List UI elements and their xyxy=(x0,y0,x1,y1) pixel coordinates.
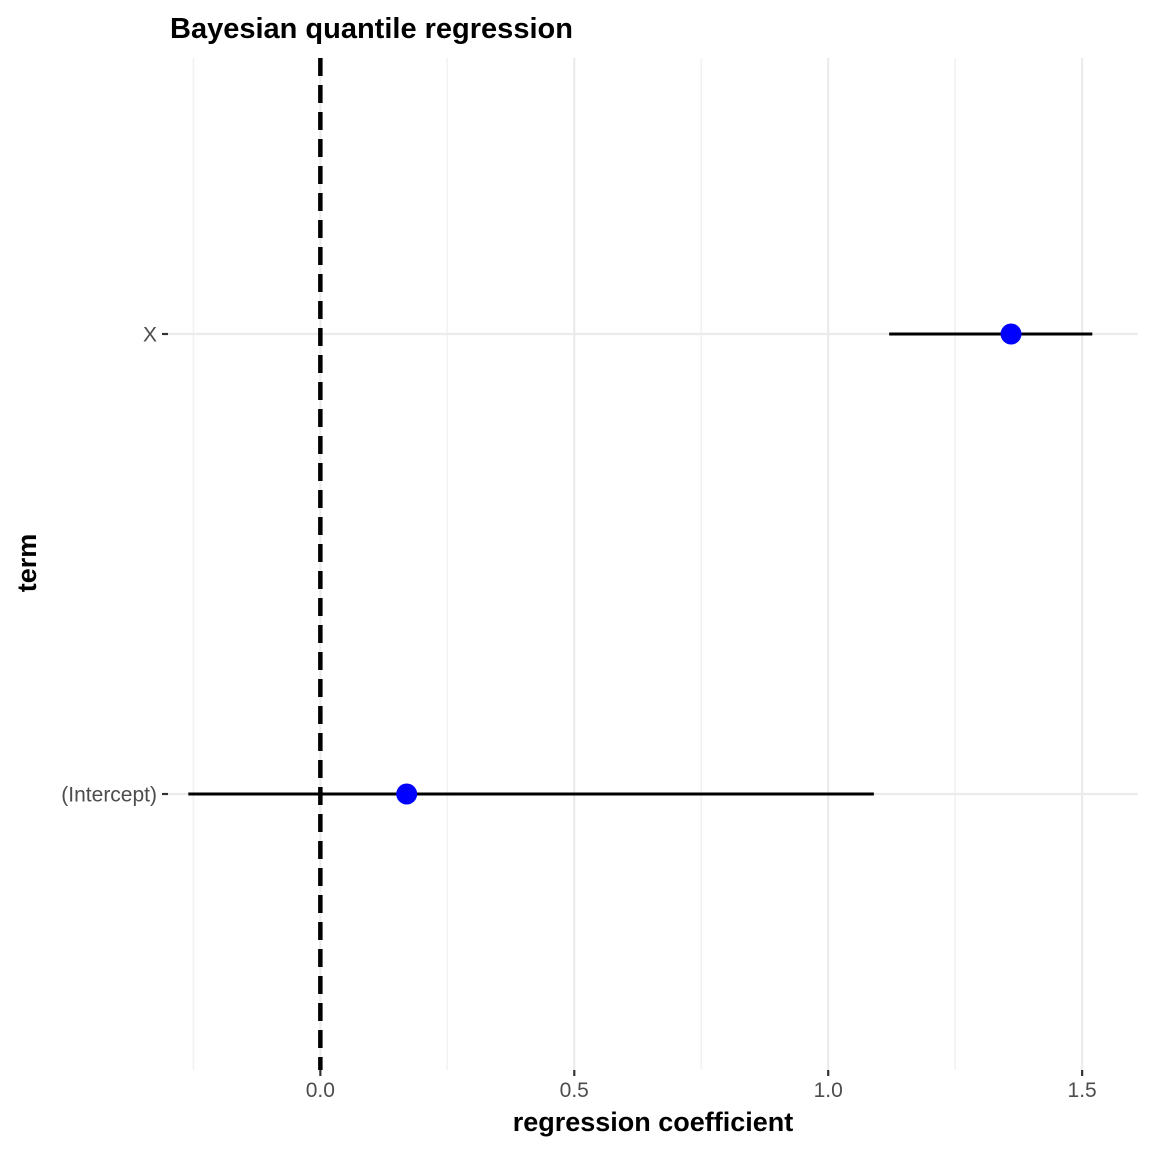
axis-layer: 0.0 0.5 1.0 1.5 (Intercept) X xyxy=(61,324,1096,1103)
data-layer xyxy=(188,323,1093,805)
x-tick-label: 1.5 xyxy=(1068,1079,1097,1102)
x-tick-label: 1.0 xyxy=(814,1079,843,1102)
estimate-point xyxy=(396,783,418,805)
y-tick-label: (Intercept) xyxy=(61,784,157,807)
estimate-point xyxy=(1000,323,1022,345)
grid-lines xyxy=(168,58,1138,1070)
y-axis-title: term xyxy=(12,534,42,593)
x-axis-title: regression coefficient xyxy=(513,1107,794,1137)
chart-title: Bayesian quantile regression xyxy=(170,13,573,45)
y-tick-label: X xyxy=(143,324,157,347)
x-tick-label: 0.5 xyxy=(560,1079,589,1102)
x-tick-label: 0.0 xyxy=(306,1079,335,1102)
